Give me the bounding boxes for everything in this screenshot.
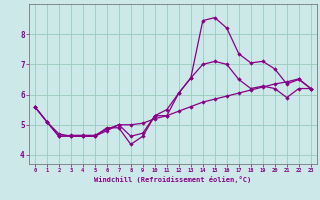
X-axis label: Windchill (Refroidissement éolien,°C): Windchill (Refroidissement éolien,°C) xyxy=(94,176,252,183)
